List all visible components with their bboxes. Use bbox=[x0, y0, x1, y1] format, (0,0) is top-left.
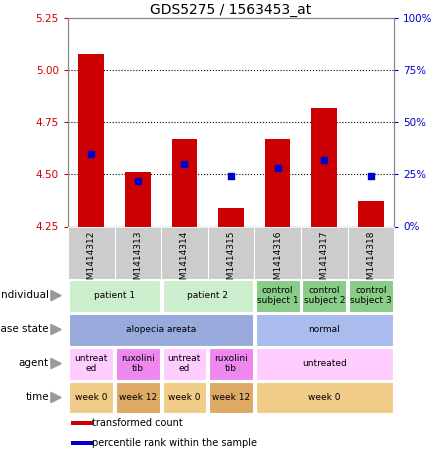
Text: time: time bbox=[25, 392, 49, 402]
Text: GSM1414315: GSM1414315 bbox=[226, 231, 236, 291]
Bar bbox=[256, 280, 300, 312]
Bar bbox=[69, 313, 253, 346]
Bar bbox=[69, 381, 113, 414]
Text: untreated: untreated bbox=[302, 359, 346, 368]
Bar bbox=[172, 139, 197, 226]
Point bbox=[88, 150, 95, 157]
Point bbox=[367, 173, 374, 180]
Point bbox=[181, 160, 188, 168]
Point bbox=[274, 164, 281, 172]
Bar bbox=[116, 347, 160, 380]
Bar bbox=[116, 381, 160, 414]
Text: agent: agent bbox=[19, 358, 49, 368]
Text: GSM1414317: GSM1414317 bbox=[320, 231, 329, 291]
Text: individual: individual bbox=[0, 290, 49, 300]
Text: week 12: week 12 bbox=[212, 393, 250, 402]
Text: control
subject 2: control subject 2 bbox=[304, 286, 345, 305]
Bar bbox=[209, 347, 253, 380]
Text: transformed count: transformed count bbox=[92, 418, 183, 428]
Bar bbox=[71, 421, 93, 425]
Bar bbox=[358, 202, 384, 226]
Text: week 0: week 0 bbox=[75, 393, 107, 402]
Bar bbox=[265, 139, 290, 226]
Bar bbox=[256, 313, 393, 346]
Text: normal: normal bbox=[308, 325, 340, 334]
Text: GSM1414312: GSM1414312 bbox=[87, 231, 95, 291]
Point bbox=[321, 156, 328, 164]
Text: untreat
ed: untreat ed bbox=[168, 354, 201, 373]
Bar bbox=[349, 280, 393, 312]
Text: patient 1: patient 1 bbox=[94, 291, 135, 300]
Polygon shape bbox=[51, 392, 61, 403]
Text: week 12: week 12 bbox=[119, 393, 157, 402]
Text: alopecia areata: alopecia areata bbox=[126, 325, 196, 334]
Bar bbox=[125, 172, 151, 226]
Bar bbox=[218, 208, 244, 226]
Bar bbox=[162, 381, 206, 414]
Bar bbox=[209, 381, 253, 414]
Text: ruxolini
tib: ruxolini tib bbox=[121, 354, 155, 373]
Bar bbox=[69, 347, 113, 380]
Text: disease state: disease state bbox=[0, 324, 49, 334]
Text: control
subject 3: control subject 3 bbox=[350, 286, 392, 305]
Text: GSM1414313: GSM1414313 bbox=[133, 231, 142, 291]
Bar bbox=[256, 381, 393, 414]
Text: control
subject 1: control subject 1 bbox=[257, 286, 298, 305]
Bar bbox=[302, 280, 346, 312]
Text: GSM1414318: GSM1414318 bbox=[367, 231, 375, 291]
Title: GDS5275 / 1563453_at: GDS5275 / 1563453_at bbox=[150, 3, 312, 17]
Bar bbox=[78, 53, 104, 226]
Bar bbox=[69, 280, 160, 312]
Point bbox=[228, 173, 235, 180]
Bar bbox=[162, 280, 253, 312]
Polygon shape bbox=[51, 324, 61, 335]
Point bbox=[134, 177, 141, 184]
Text: percentile rank within the sample: percentile rank within the sample bbox=[92, 438, 258, 448]
Text: ruxolini
tib: ruxolini tib bbox=[214, 354, 248, 373]
Bar bbox=[71, 441, 93, 445]
Text: GSM1414314: GSM1414314 bbox=[180, 231, 189, 291]
Bar bbox=[162, 347, 206, 380]
Text: untreat
ed: untreat ed bbox=[74, 354, 108, 373]
Text: week 0: week 0 bbox=[308, 393, 340, 402]
Polygon shape bbox=[51, 290, 61, 301]
Text: patient 2: patient 2 bbox=[187, 291, 228, 300]
Bar bbox=[256, 347, 393, 380]
Polygon shape bbox=[51, 358, 61, 369]
Text: GSM1414316: GSM1414316 bbox=[273, 231, 282, 291]
Bar bbox=[311, 108, 337, 226]
Text: week 0: week 0 bbox=[168, 393, 201, 402]
